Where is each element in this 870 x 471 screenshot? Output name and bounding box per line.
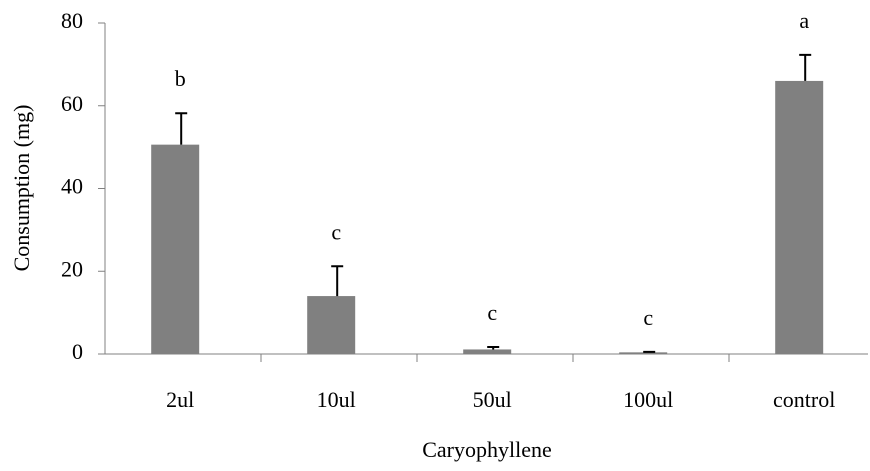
x-tick-label: 10ul [317,387,356,412]
y-tick-label: 60 [61,91,83,116]
annotation: c [487,300,497,325]
bar [775,80,824,355]
annotation: c [331,219,341,244]
bar [307,296,356,354]
error-bar [331,265,344,297]
y-tick-label: 20 [61,256,83,281]
annotation: a [799,8,809,33]
y-tick-label: 0 [72,339,83,364]
annotation: c [643,305,653,330]
x-axis-label: Caryophyllene [422,437,552,462]
error-bar [487,345,500,350]
bar [619,352,668,354]
y-tick-label: 40 [61,174,83,199]
error-bar [175,112,188,145]
y-axis-label: Consumption (mg) [9,105,34,272]
x-tick-label: control [773,387,835,412]
error-bar [799,53,812,81]
y-tick-label: 80 [61,8,83,33]
x-tick-label: 50ul [473,387,512,412]
x-tick-label: 2ul [166,387,194,412]
bar [151,144,200,354]
x-tick-label: 100ul [623,387,673,412]
bar [463,349,512,354]
annotation: b [175,66,186,91]
